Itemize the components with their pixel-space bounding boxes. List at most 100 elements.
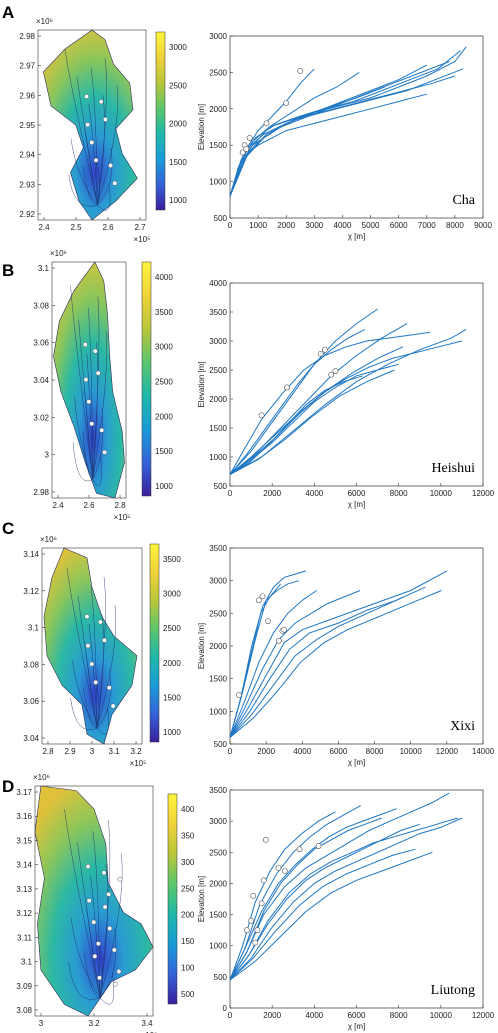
x-tick-label: 2.7: [134, 223, 146, 232]
y-tick-label: 3000: [209, 817, 227, 826]
y-exponent: ×10⁶: [33, 773, 50, 782]
series-line: [229, 590, 317, 738]
river-segment: [97, 85, 119, 205]
y-tick-label: 500: [214, 482, 228, 491]
series-line: [229, 68, 464, 197]
y-tick-label: 3.08: [33, 301, 49, 310]
map-marker: [112, 981, 118, 987]
profile-marker: [239, 149, 246, 156]
colorbar: [167, 793, 178, 1005]
series-line: [229, 817, 458, 981]
y-tick-label: 3.02: [33, 413, 49, 422]
river-segment: [78, 319, 93, 480]
y-tick-label: 3.09: [16, 982, 32, 991]
series-line: [229, 805, 361, 981]
profile-marker: [332, 368, 339, 375]
profile-marker: [321, 346, 328, 353]
profile-marker: [250, 892, 257, 899]
river-segment: [70, 138, 98, 205]
colorbar-tick-label: 4000: [155, 273, 173, 282]
y-tick-label: 3.08: [16, 1006, 32, 1015]
y-axis-label: Elevation [m]: [197, 361, 206, 407]
profile-marker: [236, 692, 242, 698]
river-segment: [70, 697, 98, 730]
river-segment: [97, 58, 107, 205]
series-line: [229, 590, 361, 738]
colorbar-tick-label: 3500: [155, 308, 173, 317]
series-line: [229, 308, 378, 475]
colorbar-tick-label: 1500: [163, 693, 181, 702]
x-tick-label: 0: [228, 489, 233, 498]
profile-marker: [256, 597, 262, 604]
map-marker: [108, 163, 114, 168]
basin-shape: [53, 261, 125, 499]
y-tick-label: 3000: [209, 32, 227, 41]
x-exponent: ×10⁵: [141, 1031, 158, 1033]
y-tick-label: 3.12: [23, 587, 39, 596]
x-exponent: ×10⁵: [130, 759, 147, 768]
panel-letter: C: [2, 519, 14, 538]
series-line: [229, 86, 385, 197]
river-segment: [92, 342, 98, 480]
y-tick-label: 3.04: [23, 734, 39, 743]
series-line: [229, 328, 467, 475]
colorbar: [141, 261, 152, 497]
y-tick-label: 1000: [209, 707, 227, 716]
colorbar-tick-label: 3500: [163, 555, 181, 564]
panel-D-map: D 3 3.2 3.4 ×10⁵ 3.08 3.09 3.1 3.11 3.12 3.13 3.14 3…: [2, 773, 195, 1033]
y-tick-label: 3.11: [17, 933, 33, 942]
basin-name: Liutong: [431, 983, 475, 998]
basin-shape: [43, 547, 138, 745]
river-segment: [64, 808, 101, 998]
map-marker: [98, 619, 103, 625]
y-tick-label: 2.94: [19, 151, 35, 160]
river-network: [70, 285, 107, 486]
colorbar-tick-label: 200: [181, 911, 195, 920]
basin-name: Xixi: [450, 719, 475, 734]
y-tick-label: 2500: [209, 609, 227, 618]
x-tick-label: 2.6: [102, 223, 114, 232]
profile-marker: [258, 900, 265, 907]
x-tick-label: 3: [90, 747, 95, 756]
profile-marker: [262, 836, 269, 843]
river-segment: [70, 917, 101, 998]
river-segment: [99, 928, 117, 998]
river-segment: [68, 175, 98, 207]
map-marker: [93, 679, 99, 685]
map-marker: [107, 926, 113, 931]
y-tick-label: 3: [45, 451, 50, 460]
map-marker: [106, 891, 112, 897]
y-tick-label: 2500: [209, 848, 227, 857]
basin-shape: [43, 29, 138, 221]
river-network: [66, 567, 117, 735]
y-tick-label: 2000: [209, 105, 227, 114]
river-segment: [74, 396, 93, 480]
profile-marker: [283, 100, 290, 106]
colorbar-tick-label: 2000: [155, 412, 173, 421]
profile-marker: [246, 135, 253, 141]
x-tick-label: 8000: [366, 747, 384, 756]
x-tick-label: 9000: [474, 221, 492, 230]
river-segment: [90, 67, 98, 205]
x-tick-label: 3.2: [88, 1019, 100, 1028]
series-line: [229, 817, 463, 981]
y-tick-label: 3.06: [23, 697, 39, 706]
series-line: [229, 596, 404, 738]
river-segment: [83, 950, 100, 998]
colorbar-tick-label: 350: [181, 831, 195, 840]
x-axis-label: χ [m]: [348, 500, 366, 509]
river-segment: [64, 48, 98, 205]
profile-marker: [297, 68, 304, 74]
plot-axes: [229, 547, 484, 745]
map-marker: [86, 399, 92, 405]
map-marker: [102, 449, 108, 455]
profile-marker: [258, 412, 265, 419]
river-segment: [99, 864, 109, 998]
river-segment: [92, 296, 100, 480]
x-tick-label: 10000: [430, 1011, 453, 1020]
x-tick-label: 10000: [430, 489, 453, 498]
map-marker: [102, 904, 108, 910]
river-segment: [82, 166, 98, 206]
map-marker: [116, 969, 122, 974]
y-tick-label: 3.17: [16, 788, 32, 797]
